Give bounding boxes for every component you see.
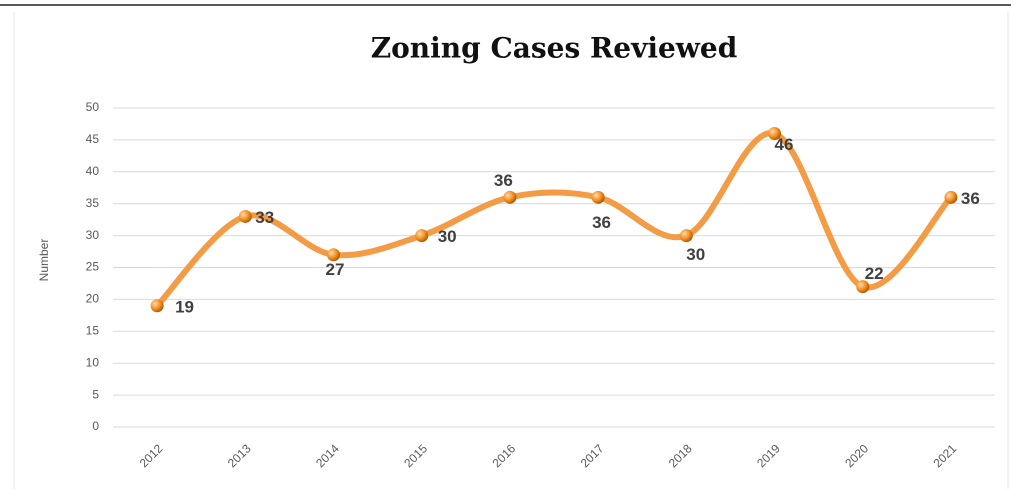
y-axis-label: Number [37, 239, 51, 282]
data-label: 46 [775, 135, 794, 154]
x-tick-label: 2013 [225, 441, 254, 470]
y-tick-label: 50 [86, 100, 100, 114]
y-tick-label: 35 [86, 196, 100, 210]
x-tick-label: 2020 [842, 441, 871, 470]
marker [768, 127, 781, 141]
data-label: 30 [686, 245, 705, 264]
data-label: 30 [438, 227, 457, 246]
marker [327, 248, 340, 262]
marker [591, 190, 605, 204]
x-tick-label: 2012 [137, 441, 166, 470]
x-tick-label: 2018 [666, 441, 695, 470]
line [154, 130, 954, 309]
y-tick-label: 10 [86, 355, 100, 369]
x-tick-label: 2016 [489, 441, 518, 470]
data-label: 19 [175, 297, 194, 316]
y-tick-label: 25 [86, 260, 100, 274]
marker [415, 229, 429, 243]
data-label: 22 [865, 264, 884, 283]
data-label: 27 [326, 260, 345, 279]
data-label: 36 [961, 189, 980, 208]
y-tick-label: 5 [92, 387, 99, 401]
marker [679, 229, 693, 243]
x-tick-label: 2019 [754, 441, 783, 470]
x-tick-label: 2017 [578, 441, 607, 470]
marker [856, 280, 870, 294]
x-tick-label: 2014 [313, 441, 342, 470]
marker [238, 209, 252, 223]
x-tick-label: 2021 [930, 441, 959, 470]
x-tick-label: 2015 [401, 441, 430, 470]
marker [944, 190, 958, 204]
y-tick-label: 40 [86, 164, 100, 178]
y-tick-label: 15 [86, 323, 100, 337]
y-tick-label: 0 [92, 419, 99, 433]
data-label: 33 [255, 208, 274, 227]
marker [503, 190, 517, 204]
y-tick-label: 20 [86, 292, 100, 306]
y-tick-label: 45 [86, 132, 100, 146]
y-tick-label: 30 [86, 228, 100, 242]
marker [150, 299, 164, 313]
data-label: 36 [592, 213, 611, 232]
chart-title: Zoning Cases Reviewed [371, 32, 738, 65]
data-label: 36 [494, 171, 513, 190]
